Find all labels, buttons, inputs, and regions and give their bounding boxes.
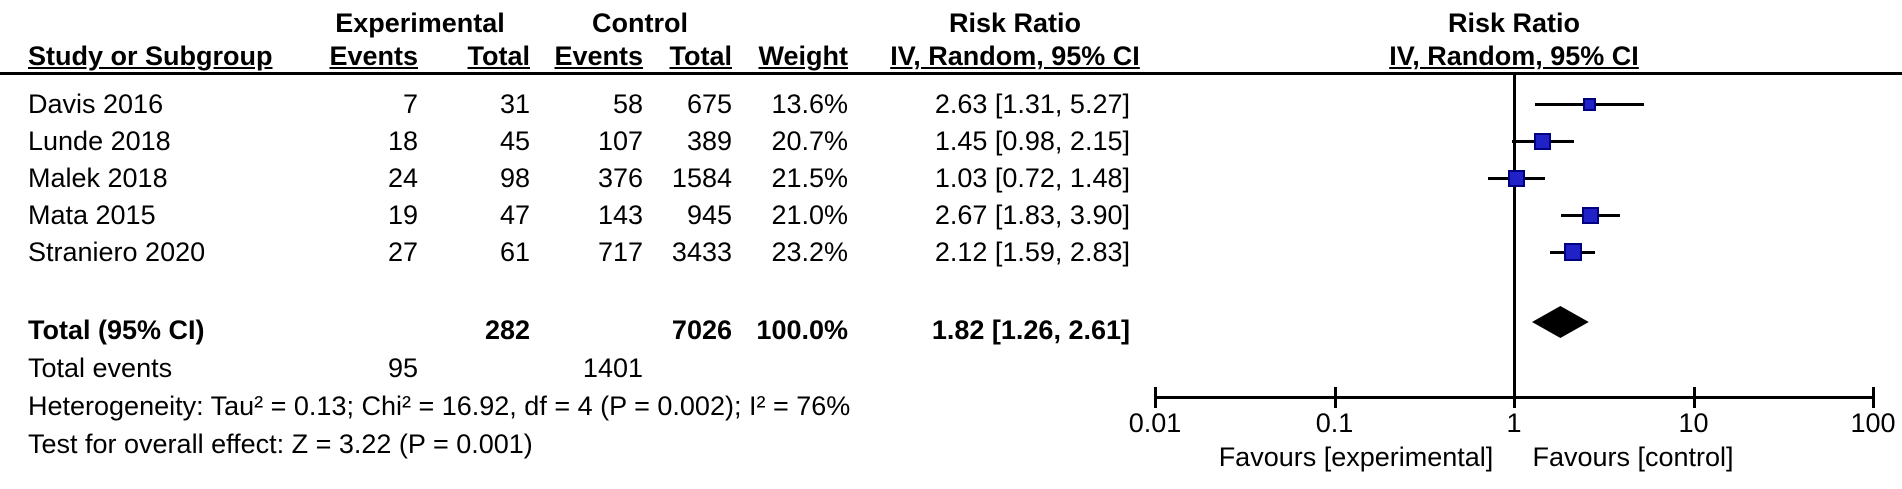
group-header-experimental: Experimental	[335, 8, 505, 38]
ci-text: 1.45 [0.98, 2.15]	[934, 126, 1130, 156]
ctrl-total-value: 675	[686, 89, 732, 119]
axis-tick	[1154, 387, 1157, 408]
exp-events-value: 19	[387, 200, 418, 230]
exp-events-value: 7	[402, 89, 418, 119]
col-header-ctrl-events: Events	[554, 41, 643, 71]
axis-tick-label: 10	[1678, 408, 1709, 438]
col-header-exp-total: Total	[467, 41, 531, 71]
weight-value: 23.2%	[771, 237, 848, 267]
exp-total-value: 45	[499, 126, 530, 156]
effect-square	[1582, 206, 1600, 224]
weight-value: 21.5%	[771, 163, 848, 193]
col-header-ctrl-total: Total	[669, 41, 733, 71]
axis-tick	[1692, 387, 1696, 408]
total-ctrl-total: 7026	[671, 315, 732, 345]
column-title-risk-ratio-left: Risk Ratio	[948, 8, 1082, 38]
total-ci-text: 1.82 [1.26, 2.61]	[931, 315, 1130, 345]
study-name: Straniero 2020	[28, 237, 206, 267]
ctrl-events-value: 107	[597, 126, 643, 156]
axis-tick-label: 1	[1506, 408, 1522, 438]
ctrl-events-value: 717	[597, 237, 643, 267]
col-header-ci-left: IV, Random, 95% CI	[890, 41, 1140, 71]
weight-value: 20.7%	[771, 126, 848, 156]
null-effect-line	[1513, 75, 1516, 397]
ctrl-events-value: 143	[597, 200, 643, 230]
exp-total-value: 47	[499, 200, 530, 230]
study-name: Lunde 2018	[28, 126, 171, 156]
effect-square	[1582, 97, 1596, 111]
overall-effect-text: Test for overall effect: Z = 3.22 (P = 0…	[28, 429, 533, 459]
header-divider-rule	[0, 72, 1902, 75]
total-weight: 100.0%	[756, 315, 848, 345]
heterogeneity-text: Heterogeneity: Tau² = 0.13; Chi² = 16.92…	[28, 391, 851, 421]
column-title-risk-ratio-right: Risk Ratio	[1447, 8, 1581, 38]
exp-events-value: 18	[387, 126, 418, 156]
col-header-exp-events: Events	[329, 41, 418, 71]
ci-text: 2.67 [1.83, 3.90]	[934, 200, 1130, 230]
axis-tick-label: 0.1	[1315, 408, 1354, 438]
ci-text: 1.03 [0.72, 1.48]	[934, 163, 1130, 193]
study-name: Mata 2015	[28, 200, 156, 230]
ctrl-total-value: 1584	[671, 163, 732, 193]
effect-square	[1534, 132, 1552, 150]
axis-tick	[1872, 387, 1875, 408]
weight-value: 13.6%	[771, 89, 848, 119]
ctrl-events-value: 376	[597, 163, 643, 193]
favours-control-label: Favours [control]	[1532, 442, 1734, 472]
axis-tick-label: 100	[1850, 408, 1896, 438]
exp-total-value: 31	[499, 89, 530, 119]
exp-total-value: 98	[499, 163, 530, 193]
study-name: Davis 2016	[28, 89, 164, 119]
summary-diamond	[1532, 306, 1589, 338]
ctrl-total-value: 389	[686, 126, 732, 156]
col-header-study: Study or Subgroup	[28, 41, 273, 71]
axis-tick-label: 0.01	[1128, 408, 1182, 438]
favours-experimental-label: Favours [experimental]	[1218, 442, 1494, 472]
total-exp-total: 282	[484, 315, 530, 345]
ctrl-total-value: 945	[686, 200, 732, 230]
total-events-ctrl: 1401	[582, 353, 643, 383]
study-name: Malek 2018	[28, 163, 168, 193]
ci-text: 2.12 [1.59, 2.83]	[934, 237, 1130, 267]
axis-tick	[1513, 387, 1516, 408]
col-header-ci-right: IV, Random, 95% CI	[1389, 41, 1639, 71]
exp-events-value: 27	[387, 237, 418, 267]
weight-value: 21.0%	[771, 200, 848, 230]
exp-total-value: 61	[499, 237, 530, 267]
ctrl-total-value: 3433	[671, 237, 732, 267]
ctrl-events-value: 58	[612, 89, 643, 119]
axis-tick	[1333, 387, 1337, 408]
exp-events-value: 24	[387, 163, 418, 193]
effect-square	[1507, 169, 1525, 187]
total-events-exp: 95	[387, 353, 418, 383]
total-events-label: Total events	[28, 353, 173, 383]
total-label: Total (95% CI)	[28, 315, 205, 345]
group-header-control: Control	[592, 8, 688, 38]
ci-text: 2.63 [1.31, 5.27]	[934, 89, 1130, 119]
col-header-weight: Weight	[758, 41, 849, 71]
effect-square	[1563, 243, 1582, 261]
